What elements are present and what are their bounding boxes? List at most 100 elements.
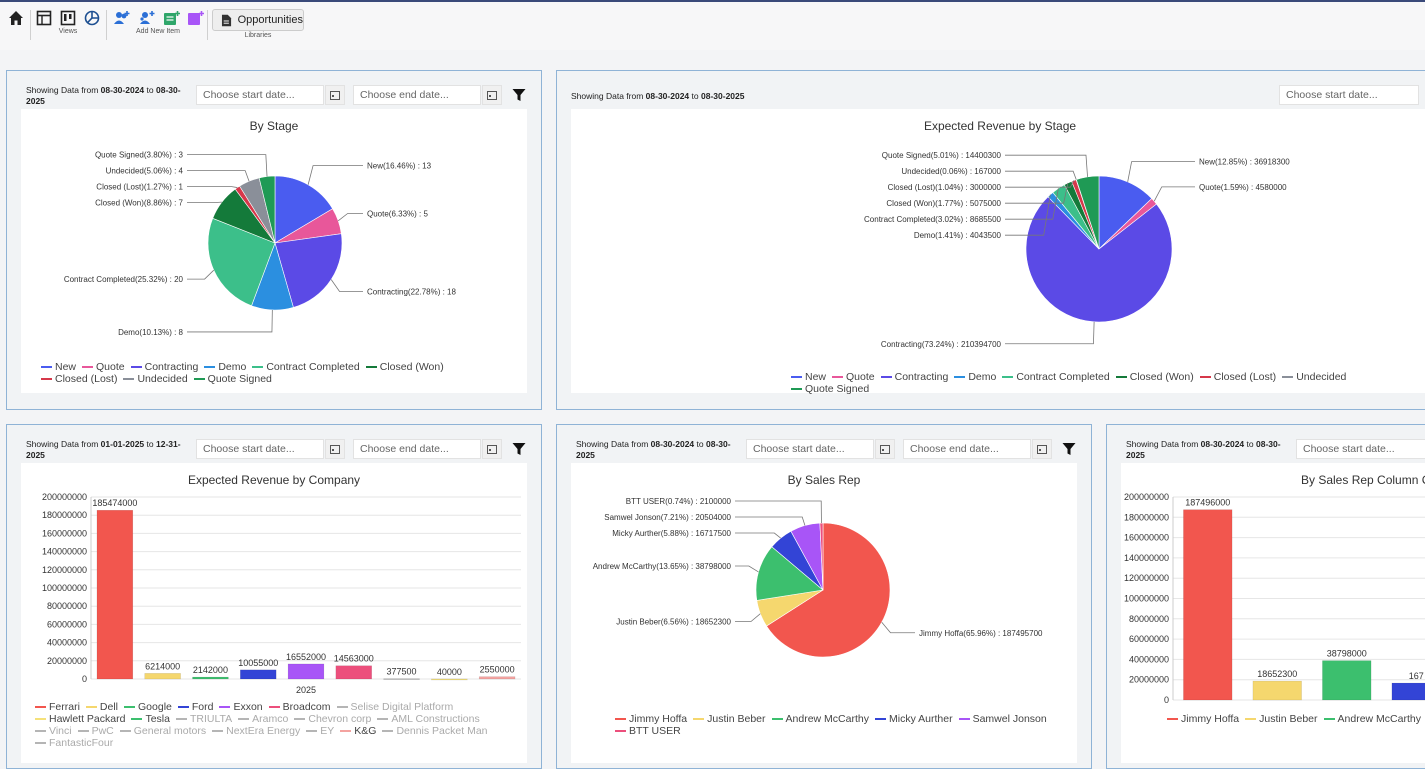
opportunities-button[interactable]: Opportunities bbox=[212, 9, 304, 31]
bar-andrew-mccarthy[interactable] bbox=[1322, 660, 1372, 701]
legend-item[interactable]: Closed (Won) bbox=[365, 361, 444, 373]
calendar-icon[interactable] bbox=[1032, 439, 1052, 459]
legend-item[interactable]: Selise Digital Platform bbox=[336, 701, 453, 713]
calendar-icon[interactable] bbox=[482, 439, 502, 459]
start-date-input[interactable]: Choose start date... bbox=[196, 439, 324, 459]
legend-item[interactable]: Closed (Won) bbox=[1115, 371, 1194, 383]
legend-item[interactable]: Quote Signed bbox=[791, 383, 869, 395]
bar-justin-beber[interactable] bbox=[1252, 680, 1302, 701]
home-icon[interactable] bbox=[6, 8, 26, 28]
table-view-icon[interactable] bbox=[34, 8, 54, 28]
legend-item[interactable]: Contracting bbox=[880, 371, 948, 383]
chart-view-icon[interactable] bbox=[82, 8, 102, 28]
start-date-input[interactable]: Choose start date... bbox=[1296, 439, 1425, 459]
add-note-icon[interactable] bbox=[186, 8, 206, 28]
bar-google[interactable] bbox=[192, 676, 229, 680]
legend-item[interactable]: Jimmy Hoffa bbox=[615, 713, 687, 725]
legend-item[interactable]: EY bbox=[306, 725, 334, 737]
filter-icon[interactable] bbox=[512, 442, 526, 456]
legend-item[interactable]: Demo bbox=[954, 371, 996, 383]
chart-card: By Stage New(16.46%) : 13 Quote(6.33%) : … bbox=[21, 109, 527, 393]
legend-item[interactable]: Quote Signed bbox=[193, 373, 272, 385]
end-date-input[interactable]: Choose end date... bbox=[903, 439, 1031, 459]
bar-tesla[interactable] bbox=[478, 676, 516, 680]
legend-item[interactable]: Undecided bbox=[123, 373, 188, 385]
legend-item[interactable]: NextEra Energy bbox=[212, 725, 300, 737]
pie-slice-new[interactable] bbox=[274, 175, 333, 244]
add-contact-icon[interactable] bbox=[112, 8, 132, 28]
legend-item[interactable]: Quote bbox=[832, 371, 875, 383]
legend-label: General motors bbox=[133, 725, 207, 737]
pie-slice-contract-completed[interactable] bbox=[207, 217, 276, 307]
end-date-input[interactable]: Choose end date... bbox=[353, 439, 481, 459]
legend-item[interactable]: General motors bbox=[119, 725, 207, 737]
filter-icon[interactable] bbox=[512, 88, 526, 102]
legend-item[interactable]: Chevron corp bbox=[294, 713, 371, 725]
legend-item[interactable]: Dell bbox=[85, 701, 118, 713]
end-date-input[interactable]: Choose end date... bbox=[353, 85, 481, 105]
bar-jimmy-hoffa[interactable] bbox=[1183, 509, 1233, 701]
bar-ferrari[interactable] bbox=[96, 509, 134, 680]
legend-item[interactable]: Contract Completed bbox=[1002, 371, 1110, 383]
legend-item[interactable]: Quote bbox=[82, 361, 125, 373]
calendar-icon[interactable] bbox=[875, 439, 895, 459]
legend-item[interactable]: Broadcom bbox=[268, 701, 331, 713]
legend-item[interactable]: Google bbox=[124, 701, 172, 713]
legend-item[interactable]: Hawlett Packard bbox=[35, 713, 125, 725]
legend-item[interactable]: New bbox=[791, 371, 826, 383]
legend-item[interactable]: Demo bbox=[204, 361, 246, 373]
libraries-label: Libraries bbox=[244, 32, 272, 39]
pie-slice-new[interactable] bbox=[1098, 175, 1153, 250]
start-date-input[interactable]: Choose start date... bbox=[196, 85, 324, 105]
legend-item[interactable]: Tesla bbox=[131, 713, 170, 725]
bar-hawlett-packard[interactable] bbox=[431, 678, 468, 681]
legend-item[interactable]: Justin Beber bbox=[693, 713, 766, 725]
legend-item[interactable]: PwC bbox=[77, 725, 114, 737]
bar-micky-aurther[interactable] bbox=[1391, 682, 1425, 701]
bar-dell[interactable] bbox=[144, 673, 181, 680]
pie-slice-btt-user[interactable] bbox=[819, 522, 824, 591]
legend-item[interactable]: Jimmy Hoffa bbox=[1167, 713, 1239, 725]
document-icon bbox=[221, 14, 232, 26]
legend-item[interactable]: Contract Completed bbox=[252, 361, 360, 373]
y-tick-label: 0 bbox=[82, 674, 87, 684]
legend-item[interactable]: AML Constructions bbox=[377, 713, 480, 725]
legend-item[interactable]: K&G bbox=[340, 725, 376, 737]
calendar-icon[interactable] bbox=[482, 85, 502, 105]
pie-slice-jimmy-hoffa[interactable] bbox=[766, 522, 891, 658]
legend-item[interactable]: Aramco bbox=[238, 713, 288, 725]
bar-selise-digital-platform[interactable] bbox=[383, 678, 420, 680]
legend-item[interactable]: Closed (Lost) bbox=[1199, 371, 1276, 383]
bar-exxon[interactable] bbox=[287, 663, 325, 680]
legend-item[interactable]: Dennis Packet Man bbox=[382, 725, 488, 737]
calendar-icon[interactable] bbox=[325, 439, 345, 459]
legend-item[interactable]: Closed (Lost) bbox=[41, 373, 117, 385]
legend-item[interactable]: Ferrari bbox=[35, 701, 80, 713]
pie-slice-contracting[interactable] bbox=[274, 233, 343, 308]
legend-item[interactable]: New bbox=[41, 361, 76, 373]
pie-slice-andrew-mccarthy[interactable] bbox=[755, 546, 824, 601]
add-company-icon[interactable] bbox=[137, 8, 157, 28]
legend-item[interactable]: Ford bbox=[177, 701, 213, 713]
legend-item[interactable]: Micky Aurther bbox=[874, 713, 953, 725]
pie-slice-quote-signed[interactable] bbox=[258, 175, 276, 244]
bar-ford[interactable] bbox=[240, 669, 277, 680]
calendar-icon[interactable] bbox=[325, 85, 345, 105]
start-date-input[interactable]: Choose start date... bbox=[1279, 85, 1419, 105]
legend-item[interactable]: Undecided bbox=[1282, 371, 1346, 383]
legend-item[interactable]: Samwel Jonson bbox=[958, 713, 1047, 725]
bar-broadcom[interactable] bbox=[335, 665, 372, 680]
add-opportunity-icon[interactable] bbox=[162, 8, 182, 28]
legend-item[interactable]: FantasticFour bbox=[35, 737, 113, 749]
legend-item[interactable]: Andrew McCarthy bbox=[1323, 713, 1421, 725]
legend-item[interactable]: TRIULTA bbox=[175, 713, 232, 725]
legend-item[interactable]: Andrew McCarthy bbox=[771, 713, 869, 725]
legend-item[interactable]: Justin Beber bbox=[1245, 713, 1318, 725]
legend-item[interactable]: BTT USER bbox=[615, 725, 681, 737]
board-view-icon[interactable] bbox=[58, 8, 78, 28]
legend-item[interactable]: Contracting bbox=[130, 361, 198, 373]
legend-item[interactable]: Vinci bbox=[35, 725, 72, 737]
filter-icon[interactable] bbox=[1062, 442, 1076, 456]
start-date-input[interactable]: Choose start date... bbox=[746, 439, 874, 459]
legend-item[interactable]: Exxon bbox=[219, 701, 263, 713]
